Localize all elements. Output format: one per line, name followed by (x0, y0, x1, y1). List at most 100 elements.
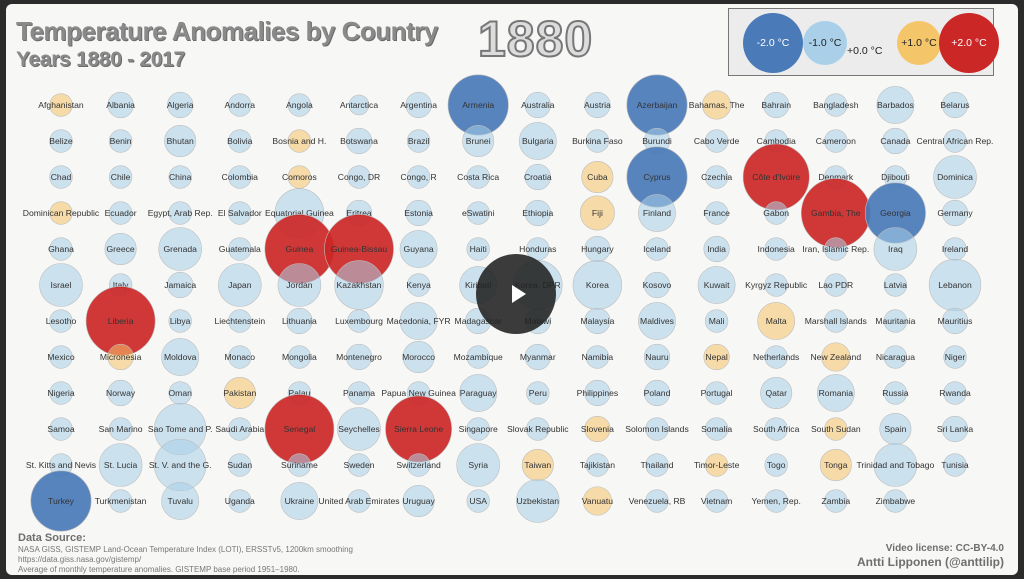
credits: Video license: CC-BY-4.0 Antti Lipponen … (857, 542, 1004, 570)
data-source-heading: Data Source: (18, 532, 86, 544)
country-label: Czechia (701, 172, 732, 182)
country-bubble (287, 345, 312, 369)
legend-label: +1.0 °C (901, 37, 937, 49)
country-label: Mongolia (282, 352, 317, 362)
country-label: St. V. and the G. (149, 460, 212, 470)
country-bubble (104, 233, 137, 266)
country-label: Bahrain (761, 100, 791, 110)
country-label: Ethiopia (522, 208, 553, 218)
country-label: Turkmenistan (95, 496, 147, 506)
country-bubble (643, 271, 671, 299)
country-label: South Africa (753, 424, 800, 434)
country-bubble (161, 482, 200, 520)
country-label: Uganda (225, 496, 255, 506)
country-bubble (228, 237, 252, 261)
country-label: Afghanistan (38, 100, 84, 110)
country-label: Lithuania (282, 316, 317, 326)
country-bubble (345, 127, 373, 155)
country-label: Albania (106, 100, 135, 110)
country-bubble (462, 125, 495, 158)
country-bubble (164, 125, 197, 158)
country-label: Senegal (284, 424, 316, 434)
country-bubble (228, 345, 252, 369)
country-label: Greece (107, 244, 135, 254)
data-source-note: Average of monthly temperature anomalies… (18, 565, 300, 574)
country-label: Bhutan (167, 136, 194, 146)
country-label: Lesotho (46, 316, 77, 326)
country-label: Macedonia, FYR (387, 316, 451, 326)
country-label: Mauritania (875, 316, 915, 326)
country-bubble (764, 453, 788, 477)
country-bubble (703, 343, 730, 371)
country-label: Vanuatu (582, 496, 614, 506)
country-label: Guinea-Bissau (331, 244, 388, 254)
country-label: Paraguay (460, 388, 497, 398)
country-bubble (107, 343, 134, 371)
chart-title: Temperature Anomalies by Country (16, 16, 438, 46)
country-label: Sao Tome and P. (148, 424, 213, 434)
country-label: Rwanda (939, 388, 971, 398)
country-label: El Salvador (218, 208, 262, 218)
country-label: Cuba (587, 172, 608, 182)
country-bubble (347, 381, 371, 405)
country-bubble (585, 345, 610, 369)
country-bubble (824, 417, 848, 441)
country-bubble (345, 343, 373, 371)
country-label: Mexico (47, 352, 74, 362)
country-label: Togo (767, 460, 786, 470)
country-bubble (582, 486, 612, 516)
country-bubble (697, 266, 736, 304)
country-bubble (764, 417, 788, 441)
video-frame[interactable]: Temperature Anomalies by Country Years 1… (6, 4, 1018, 575)
country-bubble (933, 155, 977, 199)
legend-label: +2.0 °C (951, 37, 987, 49)
country-bubble (168, 309, 192, 333)
country-bubble (466, 489, 490, 513)
country-bubble (645, 453, 669, 477)
country-bubble (584, 379, 611, 407)
country-label: Mali (709, 316, 725, 326)
country-label: France (703, 208, 730, 218)
country-bubble (287, 453, 312, 477)
country-bubble (524, 163, 551, 191)
country-label: Palau (288, 388, 310, 398)
country-bubble (30, 470, 92, 532)
country-bubble (764, 489, 788, 513)
country-bubble (524, 199, 551, 227)
country-label: Chad (51, 172, 72, 182)
country-bubble (645, 417, 669, 441)
country-label: Ireland (942, 244, 968, 254)
country-label: Thailand (641, 460, 674, 470)
country-label: Honduras (519, 244, 556, 254)
country-label: Portugal (701, 388, 733, 398)
country-bubble (347, 489, 371, 513)
country-label: China (169, 172, 192, 182)
country-bubble (158, 227, 202, 271)
country-bubble (98, 443, 143, 487)
country-bubble (526, 417, 550, 441)
play-button[interactable] (476, 254, 556, 334)
country-bubble (943, 453, 967, 477)
country-label: Congo, DR (338, 172, 381, 182)
country-bubble (703, 235, 730, 263)
country-label: Kuwait (704, 280, 730, 290)
country-bubble (941, 199, 969, 227)
country-bubble (228, 417, 252, 441)
country-label: Netherlands (753, 352, 799, 362)
country-label: Solomon Islands (625, 424, 689, 434)
country-bubble (824, 129, 848, 153)
country-label: Latvia (884, 280, 907, 290)
country-label: Venezuela, RB (629, 496, 686, 506)
country-bubble (526, 381, 550, 405)
country-label: Andorra (225, 100, 256, 110)
country-bubble (883, 489, 908, 513)
country-label: Madagascar (455, 316, 502, 326)
legend-item-plus-2: +2.0 °C (939, 13, 999, 73)
country-label: Mozambique (454, 352, 503, 362)
country-label: Taiwan (524, 460, 551, 470)
country-label: Syria (468, 460, 488, 470)
country-bubble (764, 345, 788, 369)
country-bubble (876, 86, 915, 124)
country-bubble (643, 343, 671, 371)
